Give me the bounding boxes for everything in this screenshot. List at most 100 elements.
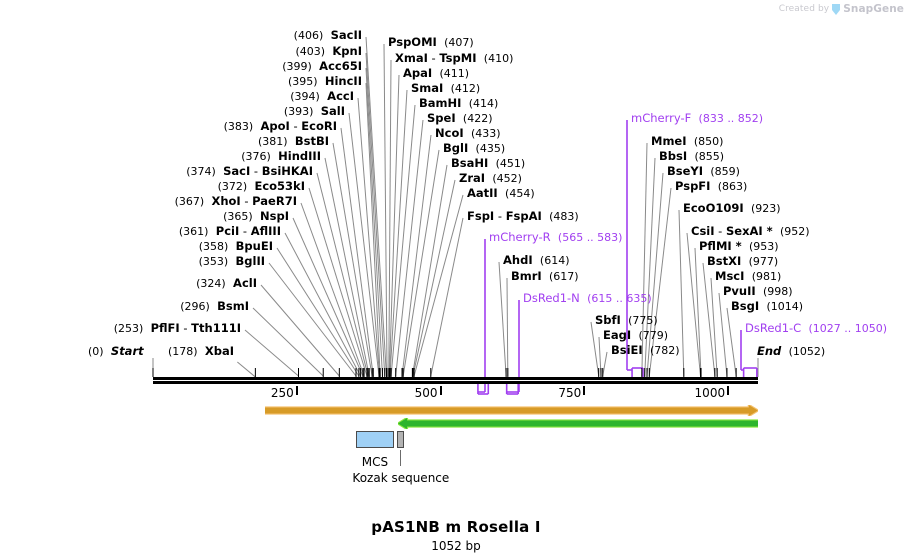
primer-name: DsRed1-C (745, 321, 802, 335)
site-position: (178) (168, 345, 198, 358)
restriction-site-label: (367) XhoI - PaeR7I (174, 194, 297, 208)
site-enzyme-name: HincII (324, 74, 362, 88)
restriction-site-label: (253) PflFI - Tth111I (113, 321, 241, 335)
site-position: (403) (295, 45, 326, 58)
site-enzyme-name: AclI (233, 276, 257, 290)
restriction-site-label: FspI - FspAI (483) (467, 209, 579, 223)
site-enzyme-name: BseYI (667, 164, 704, 178)
primer-range: (1027 .. 1050) (808, 322, 888, 335)
site-position: (977) (748, 255, 779, 268)
site-enzyme-name: BmrI (511, 269, 542, 283)
sequence-backbone (153, 377, 758, 384)
site-enzyme-name: EcoO109I (683, 201, 744, 215)
site-position: (981) (751, 270, 782, 283)
site-position: (399) (282, 60, 312, 73)
primer-name: mCherry-F (631, 111, 692, 125)
site-enzyme-name: SalI (320, 104, 345, 118)
site-enzyme-name-alt: BsiHKAI (261, 164, 313, 178)
restriction-site-label: (361) PciI - AflIII (178, 224, 281, 238)
snapgene-watermark: Created by SnapGene (779, 3, 904, 15)
site-position: (372) (217, 180, 248, 193)
restriction-site-label: (403) KpnI (0, 45, 362, 58)
site-enzyme-name: FspI (467, 209, 495, 223)
site-position: (374) (186, 165, 216, 178)
site-position: (296) (180, 300, 210, 313)
green-feature-arrow[interactable] (397, 418, 758, 430)
kozak-feature-box[interactable] (397, 431, 405, 448)
restriction-site-label: XmaI - TspMI (410) (395, 51, 514, 65)
site-position: (383) (223, 120, 254, 133)
site-enzyme-name: AccI (327, 89, 354, 103)
site-position: (407) (444, 36, 474, 49)
ruler-tick-mark (727, 386, 730, 395)
site-position: (406) (293, 29, 324, 42)
site-position: (850) (693, 135, 724, 148)
site-enzyme-name: XhoI (211, 194, 241, 208)
site-position: (923) (750, 202, 781, 215)
mcs-feature-box[interactable] (356, 431, 394, 448)
site-enzyme-name: PvuII (723, 284, 756, 298)
restriction-site-label: BsgI (1014) (731, 300, 803, 313)
restriction-site-label: (393) SalI (0, 105, 345, 118)
site-enzyme-name: SmaI (411, 81, 444, 95)
restriction-site-label: (372) Eco53kI (0, 180, 305, 193)
site-position: (411) (439, 67, 470, 80)
primer-label: mCherry-F (833 .. 852) (631, 112, 763, 125)
kozak-connector-line (400, 450, 402, 466)
site-enzyme-name: PflMI * (699, 239, 742, 253)
site-enzyme-name: SacII (330, 28, 362, 42)
restriction-site-label: (374) SacI - BsiHKAI (186, 164, 313, 178)
site-position: (953) (749, 240, 779, 253)
site-enzyme-name: BsmI (217, 299, 249, 313)
site-enzyme-name: MscI (715, 269, 745, 283)
restriction-site-label: ZraI (452) (459, 172, 522, 185)
site-enzyme-name: AatII (467, 186, 498, 200)
restriction-site-label: PflMI * (953) (699, 240, 779, 253)
site-enzyme-name: Eco53kI (254, 179, 305, 193)
orange-feature-arrow[interactable] (265, 405, 758, 417)
restriction-site-label: PvuII (998) (723, 285, 793, 298)
restriction-site-label: SpeI (422) (427, 112, 493, 125)
primer-range: (615 .. 635) (587, 292, 652, 305)
site-enzyme-name: BstBI (294, 134, 329, 148)
restriction-site-label: (365) NspI (0, 210, 289, 223)
site-position: (775) (628, 314, 658, 327)
primer-label: mCherry-R (565 .. 583) (489, 231, 622, 244)
restriction-site-label: (399) Acc65I (0, 60, 362, 73)
site-position: (422) (462, 112, 493, 125)
restriction-site-label: PspOMI (407) (388, 36, 474, 49)
restriction-site-label: (296) BsmI (0, 300, 249, 313)
site-position: (410) (483, 52, 514, 65)
site-enzyme-name: BsaHI (451, 156, 489, 170)
primer-name: mCherry-R (489, 230, 551, 244)
restriction-site-label: (376) HindIII (0, 150, 321, 163)
site-position: (782) (650, 344, 680, 357)
kozak-feature-label: Kozak sequence (352, 471, 450, 485)
site-enzyme-name-alt: AflIII (250, 224, 281, 238)
site-enzyme-name: ApaI (403, 66, 433, 80)
site-enzyme-name: PspOMI (388, 35, 437, 49)
site-enzyme-name: PspFI (675, 179, 711, 193)
site-position: (1052) (788, 345, 826, 358)
restriction-site-label: (383) ApoI - EcoRI (223, 119, 337, 133)
site-position: (998) (762, 285, 793, 298)
site-position: (414) (468, 97, 499, 110)
watermark-prefix: Created by (778, 4, 830, 14)
sequence-end-label: End (1052) (757, 345, 825, 358)
site-enzyme-name: Acc65I (319, 59, 362, 73)
site-enzyme-name: BglI (443, 141, 469, 155)
restriction-site-label: BseYI (859) (667, 165, 740, 178)
site-position: (358) (198, 240, 229, 253)
restriction-site-label: (353) BglII (0, 255, 265, 268)
site-enzyme-name: BsgI (731, 299, 760, 313)
site-position: (855) (694, 150, 725, 163)
restriction-site-label: ApaI (411) (403, 67, 469, 80)
site-enzyme-name: BstXI (707, 254, 742, 268)
restriction-site-label: PspFI (863) (675, 180, 747, 193)
restriction-site-label: BamHI (414) (419, 97, 498, 110)
site-position: (863) (717, 180, 748, 193)
site-enzyme-name: AhdI (503, 253, 533, 267)
restriction-site-label: EagI (779) (603, 329, 668, 342)
restriction-site-label: AatII (454) (467, 187, 535, 200)
primer-label: DsRed1-N (615 .. 635) (523, 292, 652, 305)
